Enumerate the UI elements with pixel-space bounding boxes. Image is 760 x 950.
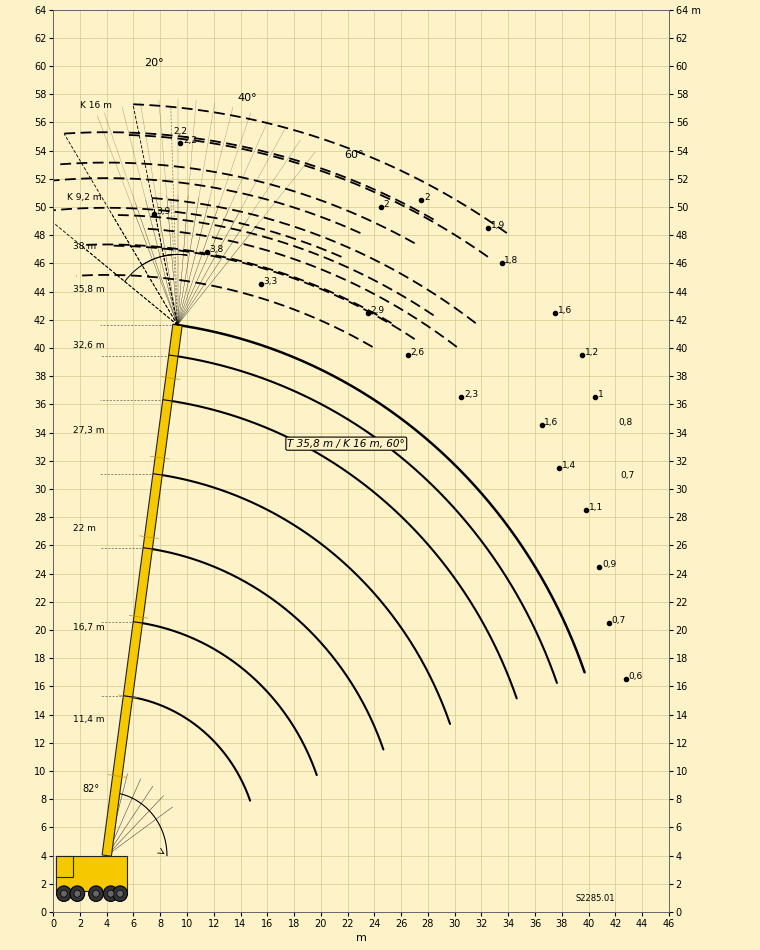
Circle shape: [74, 890, 81, 897]
Circle shape: [103, 886, 118, 902]
Text: 1,9: 1,9: [491, 221, 505, 230]
Text: 3,8: 3,8: [210, 245, 224, 254]
Text: 1,6: 1,6: [558, 306, 572, 314]
Text: 2,2: 2,2: [173, 126, 188, 136]
Text: 3,9: 3,9: [157, 207, 170, 216]
Text: 27,3 m: 27,3 m: [73, 426, 105, 434]
Circle shape: [107, 890, 114, 897]
Text: 60°: 60°: [344, 149, 364, 160]
Text: 22 m: 22 m: [73, 524, 97, 533]
Polygon shape: [56, 856, 127, 891]
Text: 2: 2: [424, 193, 429, 201]
Text: 1,8: 1,8: [504, 256, 518, 265]
Text: 82°: 82°: [82, 784, 100, 794]
X-axis label: m: m: [356, 933, 366, 943]
Text: 0,6: 0,6: [629, 673, 643, 681]
Text: 3,3: 3,3: [263, 277, 277, 287]
Circle shape: [93, 890, 100, 897]
Circle shape: [70, 886, 84, 902]
Text: 20°: 20°: [144, 58, 163, 67]
Polygon shape: [102, 324, 182, 856]
Text: 2,2: 2,2: [183, 137, 197, 145]
Text: 1,2: 1,2: [584, 348, 599, 357]
Text: 35,8 m: 35,8 m: [73, 285, 105, 294]
Text: K 16 m: K 16 m: [80, 102, 112, 110]
Text: T 35,8 m / K 16 m, 60°: T 35,8 m / K 16 m, 60°: [287, 439, 405, 448]
Polygon shape: [56, 856, 73, 877]
Text: 0,7: 0,7: [621, 470, 635, 480]
Circle shape: [56, 886, 71, 902]
Text: 38 m: 38 m: [73, 242, 97, 251]
Circle shape: [112, 886, 128, 902]
Text: 1,4: 1,4: [562, 461, 576, 470]
Text: K 9,2 m: K 9,2 m: [67, 193, 101, 201]
Text: 1: 1: [598, 390, 603, 399]
Circle shape: [61, 890, 67, 897]
Text: 0,7: 0,7: [611, 616, 625, 625]
Text: S2285.01: S2285.01: [575, 894, 615, 902]
Text: 2,3: 2,3: [464, 390, 478, 399]
Text: 40°: 40°: [237, 93, 257, 104]
Text: 16,7 m: 16,7 m: [73, 623, 105, 632]
Circle shape: [117, 890, 123, 897]
Text: 2: 2: [384, 200, 389, 209]
Text: 2,9: 2,9: [370, 306, 385, 314]
Text: 0,9: 0,9: [602, 560, 616, 568]
Text: 2,6: 2,6: [410, 348, 425, 357]
Text: 1,6: 1,6: [544, 419, 559, 428]
Circle shape: [89, 886, 103, 902]
Text: 0,8: 0,8: [618, 419, 632, 428]
Text: 1,1: 1,1: [588, 504, 603, 512]
Text: 11,4 m: 11,4 m: [73, 714, 105, 724]
Text: 32,6 m: 32,6 m: [73, 341, 105, 350]
